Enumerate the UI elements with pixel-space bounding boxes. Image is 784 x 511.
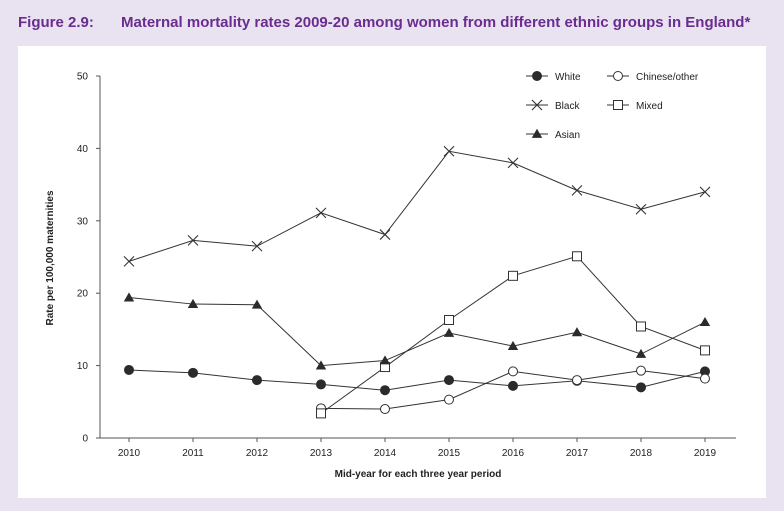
figure-header: Figure 2.9: Maternal mortality rates 200… [18, 14, 778, 36]
legend-item-white: White [526, 71, 581, 83]
data-point [444, 314, 454, 325]
data-point [187, 234, 199, 246]
data-point [700, 345, 710, 356]
data-point [252, 375, 262, 386]
x-tick-label: 2017 [566, 448, 589, 459]
legend-item-asian: Asian [526, 128, 580, 141]
data-point [251, 240, 263, 252]
data-point [443, 327, 455, 337]
y-tick-label: 50 [77, 72, 89, 83]
x-tick-label: 2012 [246, 448, 269, 459]
data-point [444, 394, 454, 405]
chart-panel: 0 10 20 30 40 50 2010 2011 2012 2013 2014 2015 2016… [18, 46, 766, 498]
legend-item-chinese-other: Chinese/other [607, 71, 699, 83]
legend-marker [531, 128, 543, 138]
x-axis-label: Mid-year for each three year period [335, 469, 502, 480]
y-axis-label: Rate per 100,000 maternities [45, 190, 56, 326]
data-point [699, 316, 711, 327]
data-point [187, 298, 199, 308]
data-point [123, 255, 135, 267]
x-tick-label: 2015 [438, 448, 461, 459]
series-line [128, 150, 706, 262]
data-point [124, 364, 134, 375]
x-tick-label: 2019 [694, 448, 717, 459]
data-point [636, 382, 646, 393]
data-point [636, 365, 646, 376]
data-point [315, 207, 327, 219]
data-point [123, 292, 135, 302]
data-point [636, 321, 646, 332]
legend-marker [532, 71, 542, 81]
data-point [507, 340, 519, 350]
data-point [251, 299, 263, 309]
data-point [571, 185, 583, 196]
data-point [444, 375, 454, 386]
x-axis-ticks: 2010 2011 2012 2013 2014 2015 2016 2017 2018 2019 [118, 438, 717, 459]
data-point [700, 373, 710, 384]
data-point [635, 203, 647, 215]
data-point [508, 366, 518, 377]
y-axis-ticks: 0 10 20 30 40 50 [77, 72, 100, 445]
y-tick-label: 0 [82, 434, 88, 445]
data-point [188, 367, 198, 378]
series-mixed [316, 251, 710, 419]
series-layer [123, 145, 711, 419]
legend-item-mixed: Mixed [607, 100, 663, 112]
data-point [699, 186, 711, 198]
x-tick-label: 2016 [502, 448, 525, 459]
figure-title: Maternal mortality rates 2009-20 among w… [121, 14, 751, 31]
y-tick-label: 10 [77, 361, 89, 372]
data-point [635, 348, 647, 358]
series-asian [123, 292, 711, 370]
series-line [128, 369, 706, 391]
legend-label: Mixed [636, 101, 663, 112]
data-point [508, 380, 518, 391]
legend-label: Black [555, 101, 580, 112]
data-point [379, 229, 391, 240]
data-point [443, 145, 455, 157]
y-tick-label: 30 [77, 216, 89, 227]
legend-item-black: Black [526, 99, 580, 112]
x-tick-label: 2011 [182, 448, 204, 459]
data-point [508, 270, 518, 281]
legend-label: Chinese/other [636, 72, 699, 83]
series-line [128, 297, 706, 367]
legend-label: White [555, 72, 581, 83]
x-tick-label: 2014 [374, 448, 397, 459]
series-white [124, 364, 710, 396]
data-point [316, 408, 326, 419]
series-black [123, 145, 711, 267]
legend-marker [531, 99, 543, 111]
data-point [380, 404, 390, 415]
line-chart: 0 10 20 30 40 50 2010 2011 2012 2013 2014 2015 2016… [45, 71, 736, 480]
data-point [572, 251, 582, 262]
legend: White Black Asian Chinese/other Mixed [526, 71, 699, 141]
y-tick-label: 20 [77, 289, 89, 300]
data-point [379, 355, 391, 365]
data-point [380, 385, 390, 396]
data-point [507, 157, 519, 169]
data-point [316, 379, 326, 390]
data-point [315, 360, 327, 370]
data-point [572, 375, 582, 386]
data-point [571, 327, 583, 337]
legend-label: Asian [555, 130, 580, 141]
legend-marker [613, 71, 623, 81]
figure-number: Figure 2.9: [18, 14, 94, 31]
y-tick-label: 40 [77, 144, 89, 155]
legend-marker [613, 100, 623, 110]
x-tick-label: 2018 [630, 448, 653, 459]
x-tick-label: 2013 [310, 448, 333, 459]
x-tick-label: 2010 [118, 448, 141, 459]
